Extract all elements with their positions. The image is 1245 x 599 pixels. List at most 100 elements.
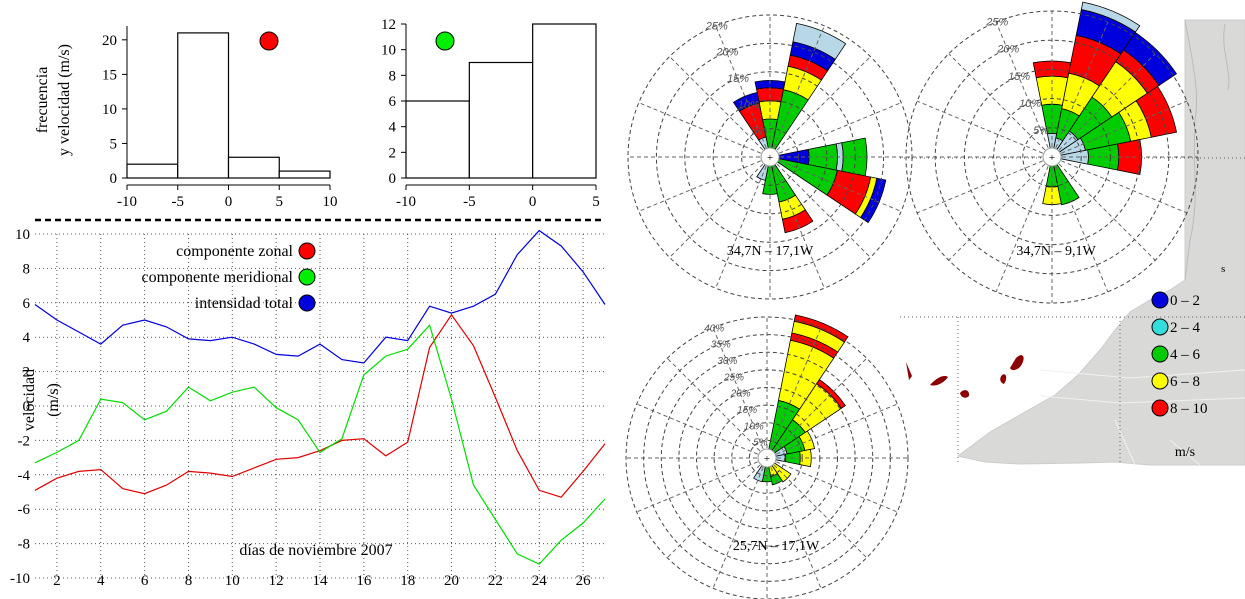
histogram-zonal: frecuencia y velocidad (m/s) -10 -5 0 5 10 0 5… xyxy=(34,26,338,210)
histogram-bar xyxy=(532,23,597,179)
windrose-34-7N-17-1W: 5% 10% 15% 20% 25% + xyxy=(627,14,913,300)
x-axis-label: días de noviembre 2007 xyxy=(239,542,392,559)
windrose-ring xyxy=(713,404,821,512)
series-line xyxy=(34,313,606,498)
windrose-ring xyxy=(660,351,874,565)
windrose-spoke xyxy=(715,166,767,289)
y-tick-label: 5 xyxy=(110,136,118,152)
x-tick-label: 18 xyxy=(400,573,415,589)
x-tick-label: 2 xyxy=(53,573,61,589)
x-tick-label: 5 xyxy=(592,194,600,210)
y-tick-label: 10 xyxy=(15,227,30,243)
windrose-ring-label: 20% xyxy=(996,44,1019,56)
windrose-center-mark: + xyxy=(767,152,773,164)
windrose-spoke xyxy=(776,461,898,513)
windrose-petal-segment xyxy=(781,209,814,234)
legend-label-zonal: componente zonal xyxy=(176,243,293,260)
x-tick-label: 6 xyxy=(141,573,149,589)
x-tick-label: 0 xyxy=(529,194,537,210)
y-tick-label: 4 xyxy=(23,330,31,346)
windrose-spoke xyxy=(776,163,871,258)
y-axis-label-line-1: velocidad xyxy=(21,369,38,431)
y-tick-label: -8 xyxy=(18,537,31,553)
windrose-ring-label: 35% xyxy=(711,340,731,351)
windrose-ring-label: 25% xyxy=(723,372,744,383)
windrose-petal-segment xyxy=(798,430,816,451)
x-tick-label: 24 xyxy=(532,573,548,589)
histogram-bar xyxy=(126,163,179,179)
y-tick-label: -6 xyxy=(18,502,31,518)
windrose-ring-label: 25% xyxy=(705,20,728,32)
histogram-bar xyxy=(227,156,280,179)
x-tick-label: 16 xyxy=(356,573,372,589)
windrose-spoke xyxy=(770,327,822,449)
windrose-spoke xyxy=(1055,21,1109,148)
y-tick-label: 4 xyxy=(389,120,397,136)
windrose-petal-segment xyxy=(1135,85,1178,138)
legend-swatch xyxy=(1151,399,1169,417)
windrose-ring xyxy=(741,128,799,186)
x-tick-label: 26 xyxy=(576,573,592,589)
map-label: s xyxy=(1221,263,1225,275)
windrose-petal-segment xyxy=(732,91,760,112)
windrose-spoke xyxy=(1058,53,1156,151)
y-tick-label: 2 xyxy=(23,365,31,381)
windrose-ring xyxy=(963,68,1141,246)
series-line xyxy=(34,324,606,565)
windrose-spoke xyxy=(995,21,1049,148)
y-tick-label: 8 xyxy=(389,68,397,84)
windrose-spoke xyxy=(948,53,1046,151)
x-tick-label: 8 xyxy=(185,573,193,589)
y-tick-label: 6 xyxy=(389,94,397,110)
y-tick-label: 0 xyxy=(389,171,397,187)
windrose-center-mark: + xyxy=(764,453,770,465)
windrose-ring xyxy=(731,422,803,494)
histogram-bar xyxy=(405,100,470,179)
windrose-ring xyxy=(655,42,885,272)
x-tick-label: 10 xyxy=(225,573,240,589)
windrose-ring xyxy=(625,316,909,599)
y-tick-label: 8 xyxy=(23,261,31,277)
windrose-spoke xyxy=(773,357,868,452)
y-axis-label-line-2: y velocidad (m/s) xyxy=(56,44,73,156)
x-tick-label: -5 xyxy=(172,194,185,210)
x-tick-label: 12 xyxy=(269,573,284,589)
histogram-bar xyxy=(468,61,534,179)
x-tick-label: 10 xyxy=(323,194,338,210)
y-tick-label: 10 xyxy=(102,102,117,118)
x-tick-label: 4 xyxy=(97,573,105,589)
windrose-spoke xyxy=(669,163,764,258)
windrose-ring xyxy=(748,439,786,477)
x-tick-label: 20 xyxy=(444,573,459,589)
windrose-legend: m/s 0 – 2 2 – 4 4 – 6 6 – 8 8 – 10 xyxy=(1151,291,1208,460)
y-tick-label: 15 xyxy=(102,67,117,83)
x-tick-label: -10 xyxy=(396,194,416,210)
windrose-spoke xyxy=(776,56,871,151)
legend-marker-total xyxy=(298,294,316,312)
windrose-ring-label: 15% xyxy=(1008,71,1030,83)
y-tick-label: 20 xyxy=(102,33,117,49)
y-tick-label: 2 xyxy=(389,145,397,161)
legend-item-label: 4 – 6 xyxy=(1170,347,1201,363)
windrose-ring-label: 5% xyxy=(753,438,768,449)
legend-item-label: 6 – 8 xyxy=(1170,374,1200,390)
y-axis-label-line-1: frecuencia xyxy=(34,67,51,134)
windrose-ring xyxy=(993,98,1111,216)
y-tick-label: -2 xyxy=(18,433,31,449)
legend-item-label: 8 – 10 xyxy=(1170,401,1208,417)
windrose-ring xyxy=(678,369,856,547)
y-axis-label-line-2: (m/s) xyxy=(45,383,62,417)
windrose-spoke xyxy=(779,160,902,212)
windrose-spoke xyxy=(948,163,1046,261)
windrose-ring-label: 20% xyxy=(715,47,738,59)
windrose-34-7N-9-1W: 5% 10% 15% 20% 25% + xyxy=(905,1,1199,304)
windrose-25-7N-17-1W: 5% 10% 15% 20% 25% 30% 35% 40% + xyxy=(625,314,909,599)
windrose-3-label: 25,7N – 17,1W xyxy=(733,539,820,554)
windrose-center xyxy=(1042,147,1062,167)
histogram-bar xyxy=(278,170,331,179)
windrose-petal-segment xyxy=(770,473,783,486)
legend-swatch xyxy=(1151,372,1169,390)
windrose-ring-label: 30% xyxy=(717,356,737,367)
